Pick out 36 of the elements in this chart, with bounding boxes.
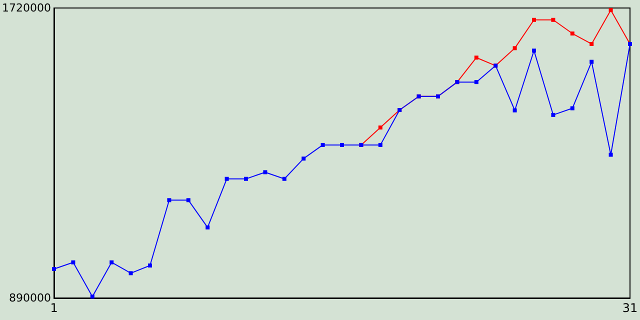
point: [512, 46, 517, 50]
point: [224, 176, 229, 181]
point: [302, 156, 306, 161]
point: [551, 18, 556, 22]
point: [282, 176, 286, 181]
point: [532, 18, 536, 22]
point: [378, 125, 382, 130]
y-tick-label: 890000: [9, 292, 51, 304]
point: [52, 267, 56, 271]
point: [608, 152, 613, 157]
point: [378, 142, 382, 147]
point: [608, 8, 613, 12]
point: [263, 170, 268, 174]
point: [71, 260, 76, 264]
point: [590, 60, 594, 64]
point: [244, 176, 248, 181]
point: [551, 112, 556, 117]
point: [186, 198, 190, 202]
point: [340, 142, 344, 147]
point: [474, 80, 478, 84]
point: [474, 56, 478, 60]
x-tick-label: 1: [50, 301, 58, 315]
point: [90, 294, 94, 299]
y-tick-label: 1720000: [2, 2, 51, 14]
point: [570, 106, 574, 110]
x-tick-label: 31: [622, 301, 638, 315]
point: [110, 260, 114, 264]
point: [167, 198, 172, 202]
point: [320, 142, 325, 147]
point: [590, 42, 594, 46]
point: [532, 48, 536, 53]
point: [512, 108, 517, 112]
point: [128, 271, 133, 276]
point: [148, 264, 152, 268]
point: [206, 225, 210, 230]
point: [570, 32, 574, 36]
